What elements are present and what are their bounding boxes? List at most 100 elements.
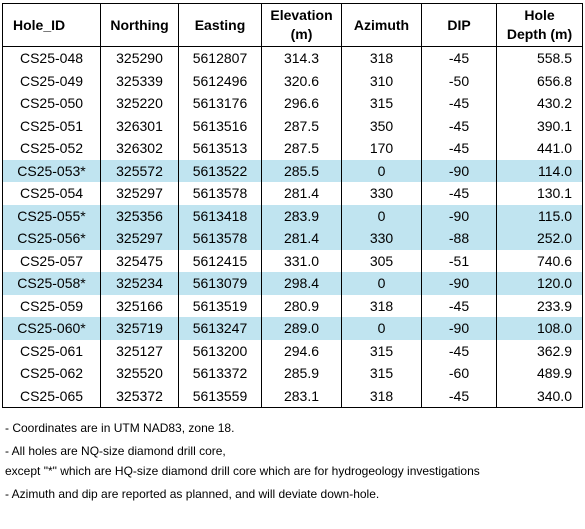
table-row: CS25-052 326302 5613513 287.5 170 -45 441.0	[2, 137, 583, 160]
cell-azimuth: 318	[341, 384, 422, 408]
cell-hole-id: CS25-062	[2, 362, 101, 385]
drill-hole-table: Hole_ID Northing Easting Elevation (m) A…	[2, 3, 583, 408]
table-row: CS25-048 325290 5612807 314.3 318 -45 558.5	[2, 46, 583, 70]
cell-easting: 5613578	[178, 227, 262, 250]
cell-azimuth: 0	[341, 159, 422, 182]
note-core-size: - All holes are NQ-size diamond drill co…	[5, 444, 226, 458]
table-header-row: Hole_ID Northing Easting Elevation (m) A…	[2, 3, 583, 47]
header-dip: DIP	[421, 3, 497, 47]
cell-azimuth: 0	[341, 272, 422, 295]
header-elevation: Elevation (m)	[261, 3, 342, 47]
cell-easting: 5613079	[178, 272, 262, 295]
cell-easting: 5613522	[178, 159, 262, 182]
cell-hole-depth: 120.0	[496, 272, 583, 295]
table-row: CS25-061 325127 5613200 294.6 315 -45 362.9	[2, 339, 583, 362]
cell-easting: 5613578	[178, 182, 262, 205]
cell-azimuth: 330	[341, 182, 422, 205]
table-row: CS25-050 325220 5613176 296.6 315 -45 430.2	[2, 92, 583, 115]
cell-elevation: 285.9	[261, 362, 342, 385]
cell-elevation: 283.9	[261, 204, 342, 227]
table-row: CS25-055* 325356 5613418 283.9 0 -90 115.0	[2, 204, 583, 227]
cell-easting: 5613559	[178, 384, 262, 408]
cell-dip: -45	[421, 182, 497, 205]
cell-dip: -90	[421, 204, 497, 227]
cell-hole-depth: 115.0	[496, 204, 583, 227]
cell-elevation: 280.9	[261, 294, 342, 317]
cell-azimuth: 318	[341, 294, 422, 317]
note-coordinates: - Coordinates are in UTM NAD83, zone 18.	[5, 421, 235, 435]
cell-hole-id: CS25-051	[2, 114, 101, 137]
cell-elevation: 289.0	[261, 317, 342, 340]
cell-dip: -45	[421, 114, 497, 137]
cell-hole-id: CS25-049	[2, 69, 101, 92]
cell-easting: 5613176	[178, 92, 262, 115]
table-row: CS25-056* 325297 5613578 281.4 330 -88 252.0	[2, 227, 583, 250]
cell-azimuth: 318	[341, 46, 422, 70]
cell-elevation: 283.1	[261, 384, 342, 408]
cell-hole-depth: 252.0	[496, 227, 583, 250]
header-depth-label: Hole	[524, 7, 555, 23]
drill-hole-sheet: Hole_ID Northing Easting Elevation (m) A…	[2, 3, 583, 504]
cell-hole-depth: 114.0	[496, 159, 583, 182]
header-hole-depth: Hole Depth (m)	[496, 3, 583, 47]
table-row: CS25-065 325372 5613559 283.1 318 -45 340.0	[2, 384, 583, 408]
header-elevation-unit: (m)	[290, 26, 313, 42]
cell-dip: -90	[421, 317, 497, 340]
table-row: CS25-058* 325234 5613079 298.4 0 -90 120.0	[2, 272, 583, 295]
cell-dip: -45	[421, 294, 497, 317]
cell-elevation: 285.5	[261, 159, 342, 182]
cell-hole-depth: 740.6	[496, 249, 583, 272]
cell-hole-depth: 233.9	[496, 294, 583, 317]
cell-northing: 325290	[100, 46, 179, 70]
note-azimuth-dip: - Azimuth and dip are reported as planne…	[5, 487, 380, 501]
cell-northing: 325372	[100, 384, 179, 408]
cell-northing: 325297	[100, 227, 179, 250]
cell-dip: -50	[421, 69, 497, 92]
cell-elevation: 294.6	[261, 339, 342, 362]
cell-hole-id: CS25-052	[2, 137, 101, 160]
cell-dip: -90	[421, 159, 497, 182]
cell-northing: 325339	[100, 69, 179, 92]
table-row: CS25-054 325297 5613578 281.4 330 -45 130.1	[2, 182, 583, 205]
cell-easting: 5612496	[178, 69, 262, 92]
table-row: CS25-057 325475 5612415 331.0 305 -51 740.6	[2, 249, 583, 272]
cell-azimuth: 315	[341, 362, 422, 385]
cell-dip: -51	[421, 249, 497, 272]
cell-elevation: 314.3	[261, 46, 342, 70]
cell-hole-id: CS25-059	[2, 294, 101, 317]
cell-easting: 5613200	[178, 339, 262, 362]
cell-dip: -45	[421, 339, 497, 362]
cell-easting: 5613247	[178, 317, 262, 340]
table-row: CS25-062 325520 5613372 285.9 315 -60 489.9	[2, 362, 583, 385]
cell-azimuth: 330	[341, 227, 422, 250]
cell-northing: 325520	[100, 362, 179, 385]
cell-northing: 326301	[100, 114, 179, 137]
header-elevation-label: Elevation	[270, 7, 333, 23]
cell-northing: 326302	[100, 137, 179, 160]
cell-northing: 325297	[100, 182, 179, 205]
cell-hole-depth: 656.8	[496, 69, 583, 92]
header-northing: Northing	[100, 3, 179, 47]
cell-hole-id: CS25-048	[2, 46, 101, 70]
cell-hole-depth: 390.1	[496, 114, 583, 137]
cell-hole-depth: 130.1	[496, 182, 583, 205]
cell-hole-id: CS25-054	[2, 182, 101, 205]
cell-easting: 5612415	[178, 249, 262, 272]
cell-northing: 325166	[100, 294, 179, 317]
cell-northing: 325356	[100, 204, 179, 227]
cell-hole-id: CS25-061	[2, 339, 101, 362]
cell-azimuth: 315	[341, 92, 422, 115]
header-depth-unit: Depth (m)	[506, 26, 573, 42]
cell-dip: -88	[421, 227, 497, 250]
cell-easting: 5613516	[178, 114, 262, 137]
cell-elevation: 296.6	[261, 92, 342, 115]
cell-elevation: 281.4	[261, 182, 342, 205]
cell-hole-depth: 108.0	[496, 317, 583, 340]
cell-northing: 325234	[100, 272, 179, 295]
cell-azimuth: 350	[341, 114, 422, 137]
cell-hole-depth: 362.9	[496, 339, 583, 362]
cell-azimuth: 0	[341, 204, 422, 227]
cell-elevation: 331.0	[261, 249, 342, 272]
table-row: CS25-060* 325719 5613247 289.0 0 -90 108.0	[2, 317, 583, 340]
cell-azimuth: 310	[341, 69, 422, 92]
